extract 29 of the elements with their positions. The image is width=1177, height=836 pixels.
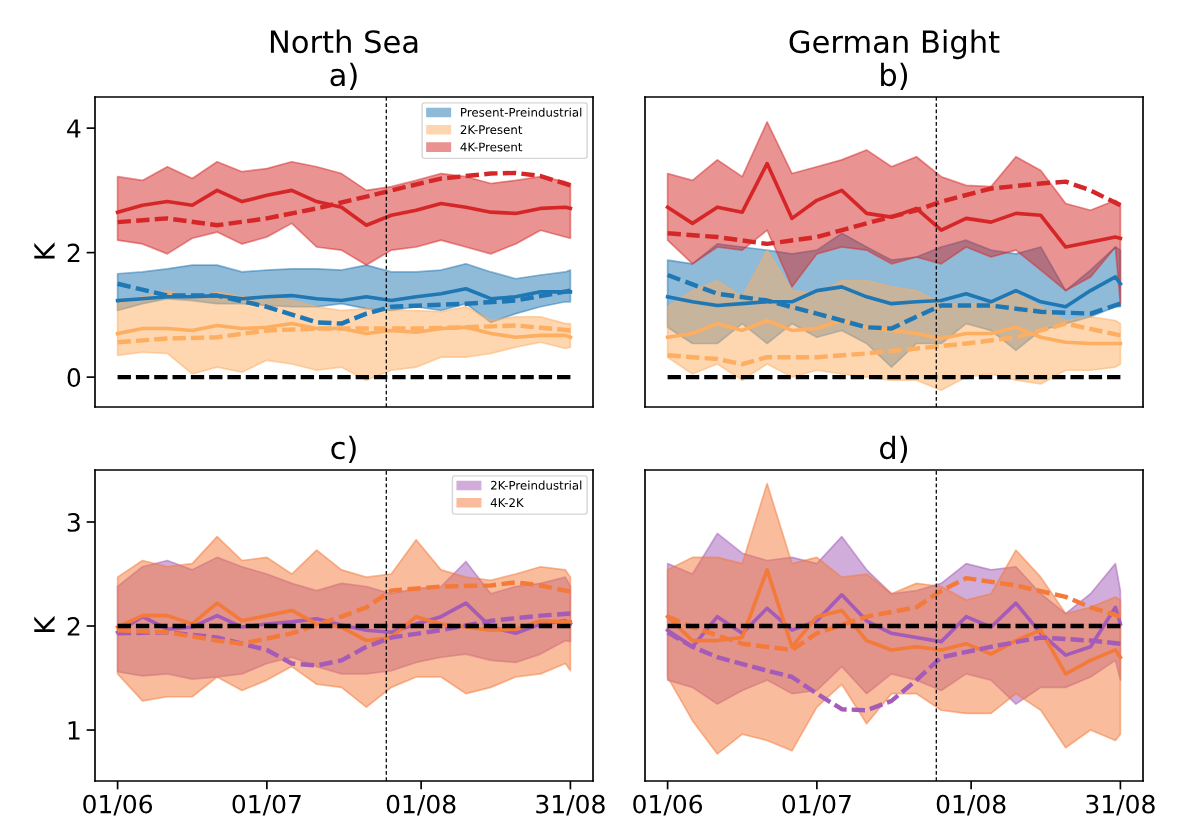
- chart-title: d): [880, 435, 908, 463]
- y-tick-label: 1: [68, 721, 80, 740]
- line-series: [115, 321, 573, 340]
- legend-label: Present-Preindustrial: [461, 107, 582, 117]
- y-tick-label: 4: [67, 119, 81, 138]
- x-tick-label: 31/08: [536, 794, 605, 816]
- legend-label: 2K-Preindustrial: [491, 480, 582, 490]
- y-tick-label: 2: [67, 616, 80, 636]
- y-axis-title: K: [34, 242, 55, 259]
- x-tick-label: 01/07: [232, 794, 301, 816]
- y-tick-label: 2: [67, 243, 80, 263]
- x-tick-label: 31/08: [1086, 794, 1155, 816]
- chart-title: c): [331, 435, 356, 463]
- chart-title: German Bight b): [789, 29, 1000, 90]
- y-tick-label: 3: [67, 512, 80, 532]
- y-axis-title: K: [34, 615, 55, 632]
- legend-label: 2K-Present: [460, 125, 523, 135]
- line-series: [115, 170, 573, 228]
- y-tick-label: 0: [67, 368, 81, 387]
- x-tick-label: 01/06: [633, 794, 703, 816]
- x-tick-label: 01/07: [782, 794, 851, 816]
- x-tick-label: 01/06: [83, 794, 153, 816]
- x-tick-label: 01/08: [936, 794, 1006, 816]
- chart-title: North Sea a): [270, 29, 418, 90]
- x-tick-label: 01/08: [386, 794, 456, 816]
- line-series: [115, 580, 573, 646]
- legend-label: 4K-2K: [490, 498, 524, 507]
- legend-label: 4K-Present: [460, 142, 523, 152]
- line-series: [115, 323, 573, 345]
